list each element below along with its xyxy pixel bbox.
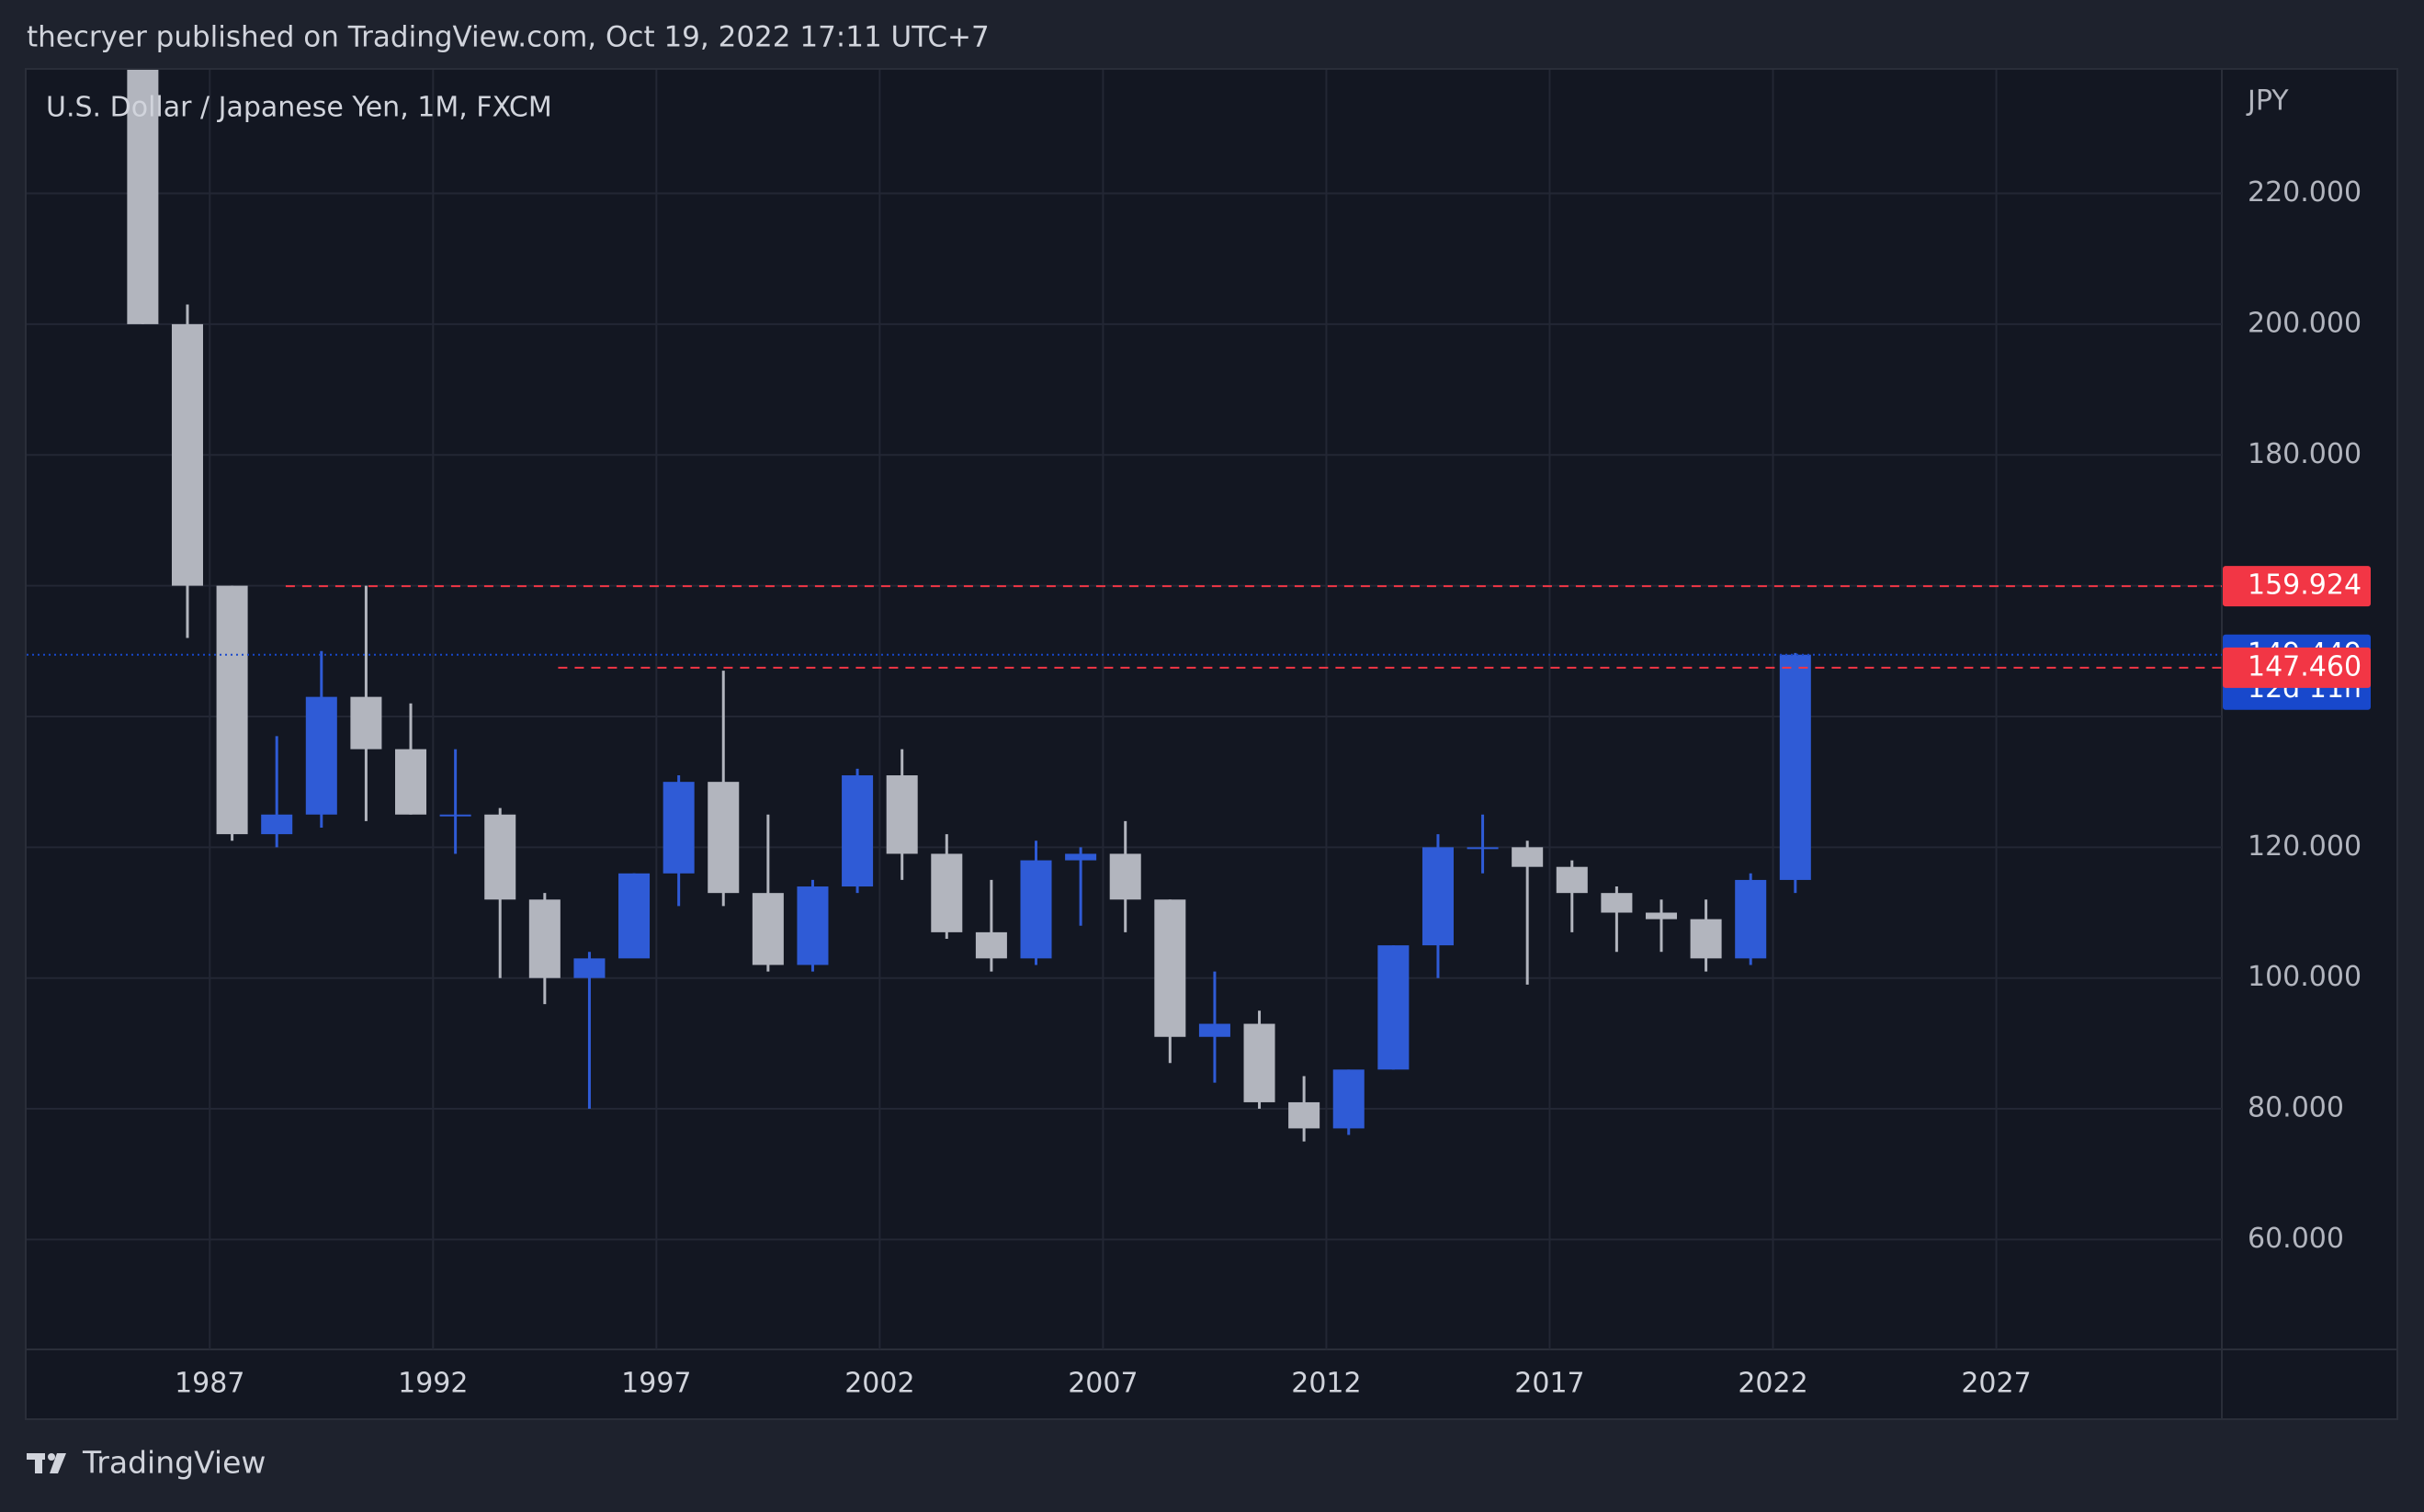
level-label: 159.924 bbox=[2248, 570, 2362, 602]
x-tick-label: 2022 bbox=[1738, 1368, 1807, 1400]
candle-body bbox=[708, 782, 740, 894]
chart-panel bbox=[25, 68, 2398, 1420]
logo bbox=[27, 1453, 66, 1473]
candle-body bbox=[1198, 1023, 1230, 1037]
candle-body bbox=[439, 814, 471, 817]
candle-body bbox=[618, 873, 651, 959]
x-tick-label: 2012 bbox=[1291, 1368, 1361, 1400]
candle-body bbox=[261, 814, 293, 835]
x-tick-label: 1992 bbox=[398, 1368, 468, 1400]
y-tick-label: 180.000 bbox=[2248, 438, 2362, 470]
candle-body bbox=[1288, 1101, 1320, 1129]
candle-body bbox=[395, 749, 427, 815]
level-label: 147.460 bbox=[2248, 650, 2362, 683]
candle-body bbox=[528, 899, 561, 978]
candle-body bbox=[1154, 899, 1186, 1037]
candle-body bbox=[1332, 1069, 1365, 1129]
candle-body bbox=[975, 931, 1007, 959]
candle-body bbox=[1422, 847, 1454, 946]
candle-body bbox=[171, 323, 203, 586]
candle-body bbox=[127, 70, 159, 324]
candle-body bbox=[1109, 853, 1141, 900]
candle-body bbox=[1556, 866, 1588, 894]
candle-body bbox=[350, 696, 382, 750]
candle-body bbox=[1601, 893, 1633, 913]
y-tick-label: 60.000 bbox=[2248, 1223, 2344, 1255]
header-text: thecryer published on TradingView.com, O… bbox=[27, 21, 990, 54]
x-tick-label: 2007 bbox=[1068, 1368, 1138, 1400]
candle-body bbox=[484, 814, 516, 900]
candle-body bbox=[1467, 847, 1499, 850]
level-box bbox=[2223, 566, 2371, 607]
candle-body bbox=[216, 585, 248, 835]
x-tick-label: 1997 bbox=[621, 1368, 691, 1400]
candle-body bbox=[1377, 945, 1410, 1070]
candle-body bbox=[1690, 919, 1722, 959]
y-tick-label: 100.000 bbox=[2248, 961, 2362, 993]
candle-body bbox=[797, 886, 829, 965]
y-tick-label: 200.000 bbox=[2248, 307, 2362, 339]
y-tick-label: 80.000 bbox=[2248, 1092, 2344, 1124]
grid bbox=[27, 70, 2222, 1349]
y-tick-label: 120.000 bbox=[2248, 830, 2362, 863]
level-box bbox=[2223, 647, 2371, 688]
candle-body bbox=[752, 893, 784, 965]
axis-unit: JPY bbox=[2246, 85, 2289, 118]
candle-body bbox=[1735, 879, 1767, 959]
candle-body bbox=[1645, 912, 1678, 920]
candle-body bbox=[931, 853, 963, 932]
x-tick-label: 2027 bbox=[1961, 1368, 2031, 1400]
candle-body bbox=[663, 782, 695, 874]
candles bbox=[127, 70, 1811, 1142]
footer-brand: TradingView bbox=[82, 1445, 266, 1481]
candle-body bbox=[1065, 853, 1097, 861]
candle-body bbox=[573, 958, 606, 978]
candle-body bbox=[1243, 1023, 1275, 1102]
x-tick-label: 2002 bbox=[844, 1368, 914, 1400]
x-tick-label: 1987 bbox=[175, 1368, 244, 1400]
legend-text: U.S. Dollar / Japanese Yen, 1M, FXCM bbox=[46, 92, 552, 124]
candle-body bbox=[886, 775, 918, 854]
x-tick-label: 2017 bbox=[1514, 1368, 1584, 1400]
y-tick-label: 220.000 bbox=[2248, 176, 2362, 209]
candle-body bbox=[842, 775, 874, 887]
candle-body bbox=[1512, 847, 1544, 867]
candle-body bbox=[305, 696, 337, 815]
candle-body bbox=[1020, 860, 1052, 959]
candle-body bbox=[1779, 654, 1811, 880]
